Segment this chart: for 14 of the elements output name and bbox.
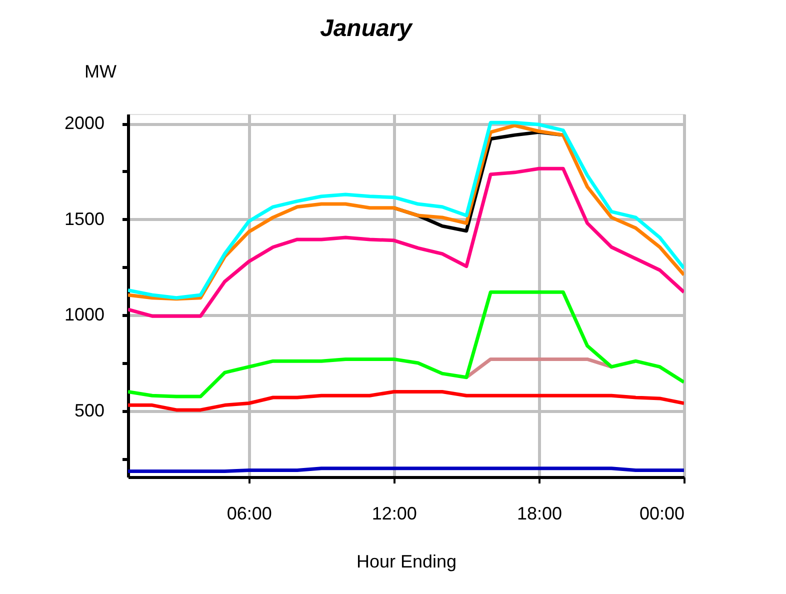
x-tick-label: 18:00 [516,504,562,524]
y-axis-title: MW [84,62,116,82]
x-tick-label: 12:00 [372,504,417,524]
y-tick-label: 500 [74,400,104,420]
x-axis-title: Hour Ending [356,552,457,572]
y-tick-label: 2000 [64,113,104,134]
x-tick-label: 00:00 [639,504,684,524]
x-tick-label: 06:00 [226,504,272,524]
y-tick-label: 1000 [64,304,104,325]
line-series [128,390,684,412]
y-tick-label: 1500 [64,208,104,229]
line-series [128,290,684,398]
chart-title: January [320,15,414,42]
line-series [128,166,684,318]
